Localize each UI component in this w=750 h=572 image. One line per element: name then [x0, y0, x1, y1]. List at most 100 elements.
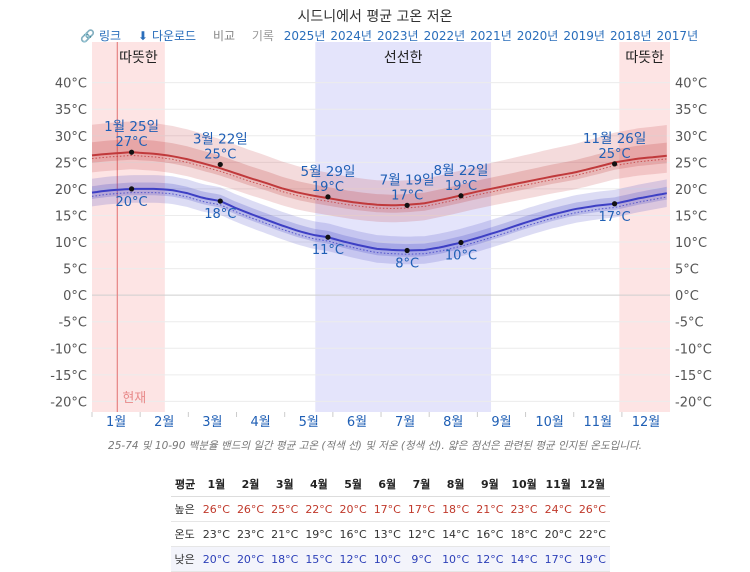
- row-label: 낮은: [171, 546, 200, 572]
- annotation-point: [611, 161, 618, 167]
- link-button[interactable]: 🔗 링크: [80, 29, 122, 43]
- annotation-value: 10°C: [445, 249, 477, 264]
- table-cell: 10°C: [438, 546, 473, 572]
- annotation-point: [404, 202, 410, 208]
- year-link-8[interactable]: 2017년: [656, 29, 699, 43]
- annotation-point: [325, 194, 331, 200]
- y-tick-label-right: 10°C: [675, 236, 707, 251]
- high-perceived-line: [91, 154, 667, 210]
- table-col-header: 11월: [541, 472, 576, 497]
- y-tick-label-right: -20°C: [675, 395, 712, 410]
- y-tick-label-left: -10°C: [50, 342, 87, 357]
- table-cell: 17°C: [370, 496, 405, 522]
- annotation-value: 25°C: [204, 147, 236, 162]
- y-tick-label-right: 40°C: [675, 77, 707, 92]
- annotation-value: 17°C: [599, 210, 631, 225]
- year-link-7[interactable]: 2018년: [609, 29, 652, 43]
- table-cell: 26°C: [233, 496, 268, 522]
- season-label-warm-left: 따뜻한: [119, 50, 158, 66]
- table-row-avg: 온도 23°C 23°C 21°C 19°C 16°C 13°C 12°C 14°C 16°C 18…: [171, 521, 610, 547]
- y-tick-label-left: 5°C: [63, 263, 87, 278]
- y-tick-label-right: 30°C: [675, 130, 707, 145]
- year-link-1[interactable]: 2024년: [330, 29, 372, 43]
- table-cell: 12°C: [404, 521, 439, 547]
- annotation-value: 19°C: [312, 180, 344, 195]
- table-cell: 18°C: [267, 546, 302, 572]
- table-cell: 16°C: [336, 521, 371, 547]
- annotation-point: [458, 239, 464, 246]
- annotation-date: 1월 25일: [104, 119, 159, 135]
- y-tick-label-left: -15°C: [50, 369, 87, 384]
- table-cell: 18°C: [438, 496, 473, 522]
- table-row-low: 낮은 20°C 20°C 18°C 15°C 12°C 10°C 9°C 10°C 12°C 14°…: [171, 546, 610, 572]
- year-link-6[interactable]: 2019년: [563, 29, 605, 43]
- year-link-3[interactable]: 2022년: [423, 29, 466, 43]
- table-cell: 20°C: [199, 546, 234, 572]
- table-cell: 25°C: [267, 496, 302, 522]
- table-cell: 26°C: [199, 496, 234, 522]
- y-tick-label-right: -10°C: [675, 342, 712, 357]
- x-tick-label: 12월: [632, 415, 661, 430]
- y-tick-label-left: 15°C: [55, 209, 87, 224]
- table-cell: 18°C: [506, 521, 542, 547]
- download-icon: ⬇: [137, 29, 148, 43]
- table-cell: 14°C: [438, 521, 473, 547]
- year-link-0[interactable]: 2025년: [283, 29, 326, 43]
- table-cell: 19°C: [575, 546, 610, 572]
- table-cell: 22°C: [575, 521, 610, 547]
- compare-button[interactable]: 비교: [212, 29, 236, 43]
- annotation-value: 11°C: [312, 243, 344, 258]
- y-tick-label-right: -5°C: [675, 316, 704, 331]
- table-cell: 20°C: [233, 546, 268, 572]
- table-col-header: 2월: [233, 472, 268, 497]
- y-tick-label-right: 5°C: [675, 263, 699, 278]
- table-cell: 14°C: [506, 546, 542, 572]
- warm-season-left: [92, 42, 165, 412]
- table-cell: 26°C: [575, 496, 610, 522]
- x-tick-label: 10월: [535, 415, 564, 430]
- y-tick-label-left: 25°C: [55, 156, 87, 171]
- y-tick-label-right: 20°C: [675, 183, 707, 198]
- table-cell: 15°C: [301, 546, 336, 572]
- annotation-date: 8월 22일: [434, 163, 489, 179]
- row-label: 온도: [171, 521, 200, 547]
- low-band-25-75: [92, 182, 667, 257]
- table-cell: 9°C: [404, 546, 439, 572]
- y-tick-label-right: 0°C: [675, 289, 699, 304]
- y-tick-label-left: 0°C: [63, 289, 87, 304]
- toolbar: 🔗 링크 ⬇ 다운로드 비교 기록 2025년 2024년 2023년 2022년 2021…: [80, 27, 703, 44]
- y-tick-label-left: -20°C: [50, 395, 87, 410]
- table-col-header: 5월: [336, 472, 371, 497]
- high-band-10-90: [92, 121, 667, 223]
- x-tick-label: 7월: [395, 415, 415, 430]
- annotation-date: 5월 29일: [300, 164, 355, 180]
- x-tick-label: 5월: [299, 415, 319, 430]
- y-tick-label-left: 10°C: [55, 236, 87, 251]
- x-tick-label: 8월: [443, 415, 463, 430]
- table-col-header: 3월: [267, 472, 302, 497]
- download-button[interactable]: ⬇ 다운로드: [137, 29, 197, 43]
- annotation-point: [325, 234, 331, 240]
- year-link-5[interactable]: 2020년: [516, 29, 559, 43]
- table-cell: 20°C: [541, 521, 576, 547]
- annotation-value: 17°C: [391, 188, 423, 203]
- x-tick-label: 11월: [584, 415, 613, 430]
- page-title: 시드니에서 평균 고온 저온: [297, 9, 453, 25]
- x-tick-label: 6월: [347, 415, 367, 430]
- table-cell: 22°C: [301, 496, 336, 522]
- table-cell: 10°C: [370, 546, 405, 572]
- x-tick-label: 3월: [202, 415, 222, 430]
- year-link-4[interactable]: 2021년: [470, 29, 512, 43]
- annotation-point: [217, 161, 223, 168]
- annotation-point: [128, 186, 135, 192]
- year-link-2[interactable]: 2023년: [376, 29, 419, 43]
- annotation-value: 27°C: [116, 135, 148, 150]
- table-row-high: 높은 26°C 26°C 25°C 22°C 20°C 17°C 17°C 18°C 21°C 23…: [171, 496, 610, 522]
- x-tick-label: 2월: [154, 415, 174, 430]
- chart-caption: 25-74 및 10-90 백분율 밴드의 일간 평균 고온 (적색 선) 및 …: [108, 440, 642, 452]
- low-band-10-90: [92, 175, 667, 265]
- table-col-header: 9월: [472, 472, 507, 497]
- table-cell: 16°C: [472, 521, 507, 547]
- low-temp-line: [91, 187, 667, 252]
- season-label-cool: 선선한: [384, 50, 423, 66]
